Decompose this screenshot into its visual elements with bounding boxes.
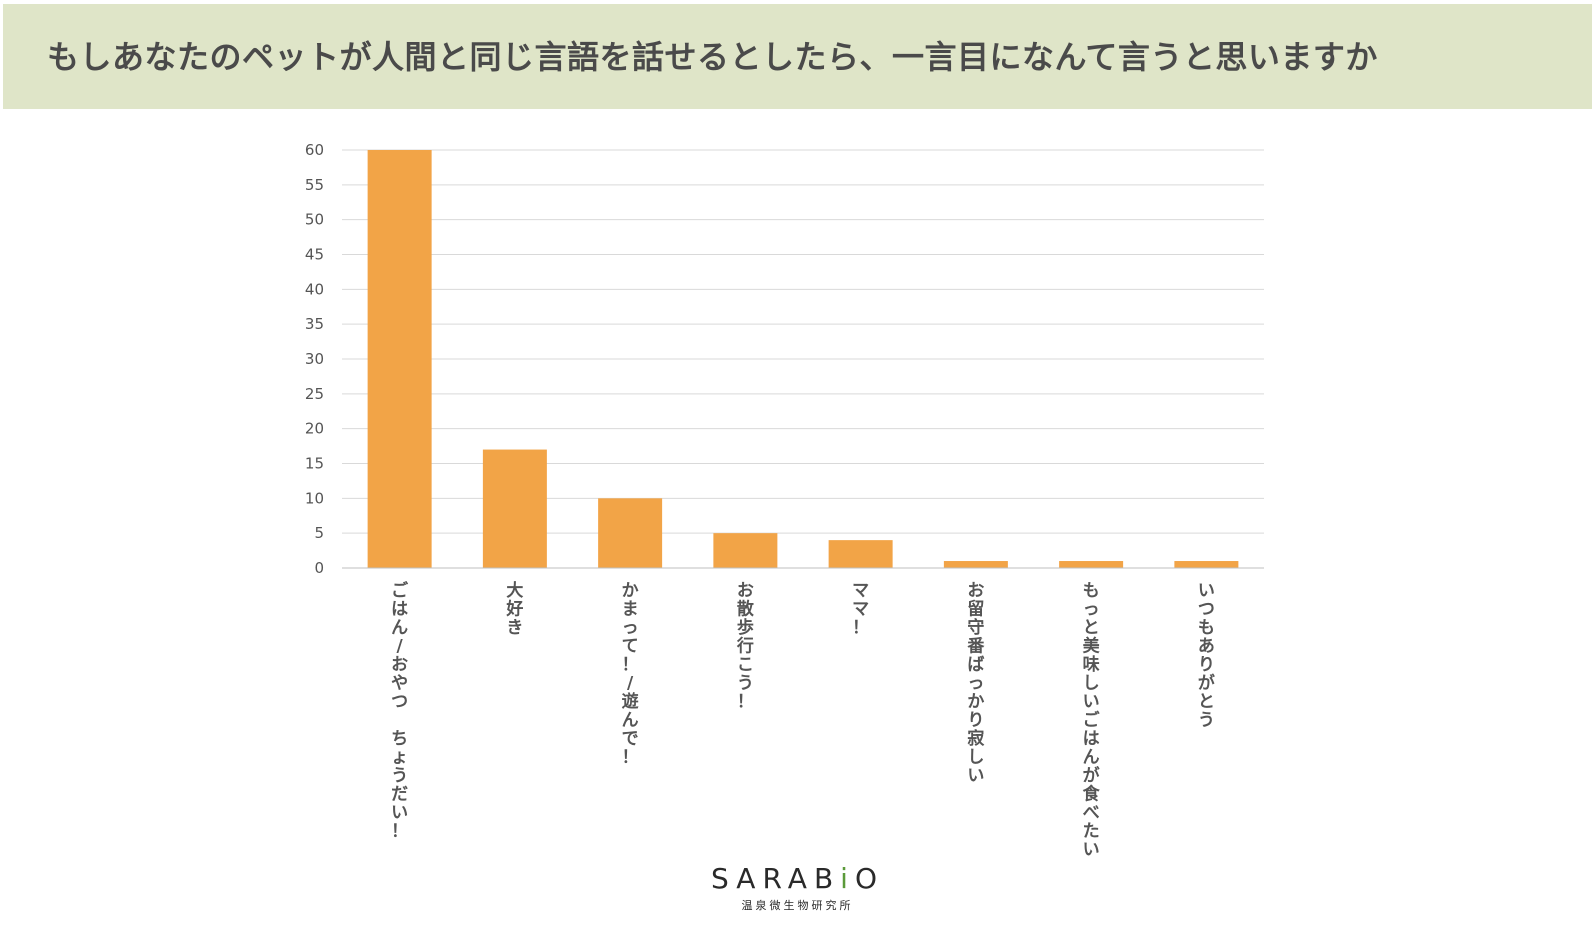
y-tick-label: 25 <box>305 385 324 403</box>
y-tick-label: 35 <box>305 315 324 333</box>
bar <box>598 498 663 568</box>
chart-title: もしあなたのペットが人間と同じ言語を話せるとしたら、一言目になんて言うと思います… <box>47 38 1378 76</box>
x-category-label: かまって！/遊んで！ <box>622 581 639 768</box>
logo-text-post: O <box>854 862 884 895</box>
y-tick-label: 5 <box>314 524 324 542</box>
bar <box>828 540 893 568</box>
x-category-label: お散歩行こう！ <box>736 581 755 712</box>
x-category-label: ママ！ <box>852 581 869 638</box>
y-tick-label: 0 <box>314 559 324 577</box>
y-tick-label: 40 <box>305 280 324 298</box>
y-tick-label: 55 <box>305 176 324 194</box>
bar <box>713 533 778 568</box>
bar <box>1174 561 1239 568</box>
bar <box>1059 561 1124 568</box>
y-tick-label: 30 <box>305 350 324 368</box>
logo-text-pre: SARAB <box>711 862 841 895</box>
logo-text-accent: i <box>840 862 855 895</box>
logo-subtitle: 温泉微生物研究所 <box>741 899 854 912</box>
bar <box>943 561 1008 568</box>
x-category-label: もっと美味しいごはんが食べたい <box>1083 581 1101 860</box>
y-tick-label: 50 <box>305 211 324 229</box>
x-category-label: 大好き <box>505 580 523 638</box>
y-tick-label: 15 <box>305 455 324 473</box>
x-category-label: ごはん/おやつ ちょうだい！ <box>391 580 409 842</box>
y-tick-label: 20 <box>305 420 324 438</box>
x-category-label: お留守番ばっかり寂しい <box>966 581 985 786</box>
x-category-label: いつもありがとう <box>1198 581 1215 731</box>
bar <box>482 449 547 568</box>
bar <box>367 150 432 568</box>
y-tick-label: 45 <box>305 246 324 264</box>
sarabio-logo: SARABiO 温泉微生物研究所 <box>660 862 935 913</box>
y-tick-label: 60 <box>305 141 324 159</box>
title-banner: もしあなたのペットが人間と同じ言語を話せるとしたら、一言目になんて言うと思います… <box>3 4 1592 109</box>
y-tick-label: 10 <box>305 489 324 507</box>
logo-wordmark: SARABiO <box>660 862 935 895</box>
